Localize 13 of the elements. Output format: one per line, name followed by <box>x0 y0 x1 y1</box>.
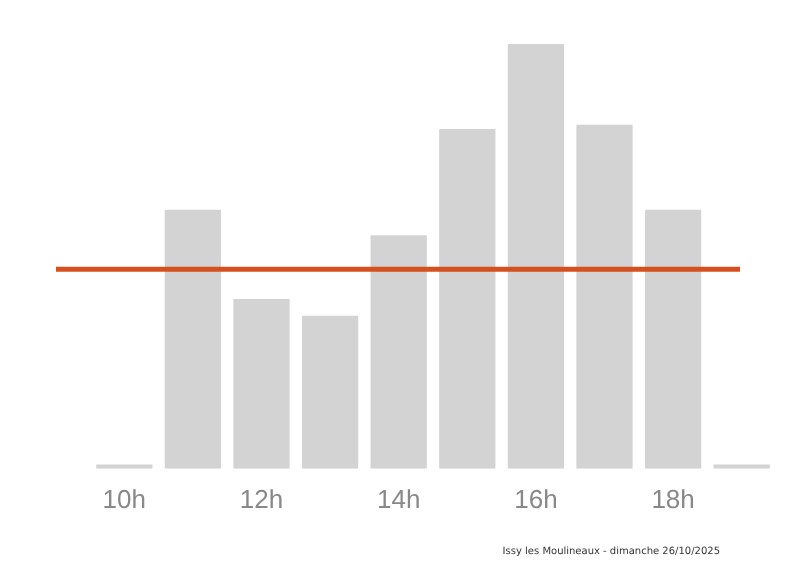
x-tick-label: 16h <box>514 483 558 514</box>
bar <box>164 209 222 469</box>
x-tick-label: 18h <box>651 483 695 514</box>
x-tick-label: 14h <box>377 483 421 514</box>
bar <box>576 124 633 469</box>
bar <box>301 315 359 469</box>
bar <box>507 44 565 469</box>
x-tick-label: 12h <box>239 483 284 514</box>
bar <box>644 209 702 469</box>
x-tick-label: 10h <box>102 483 146 514</box>
bar <box>370 235 427 469</box>
bar <box>233 298 290 469</box>
bar <box>439 128 496 469</box>
